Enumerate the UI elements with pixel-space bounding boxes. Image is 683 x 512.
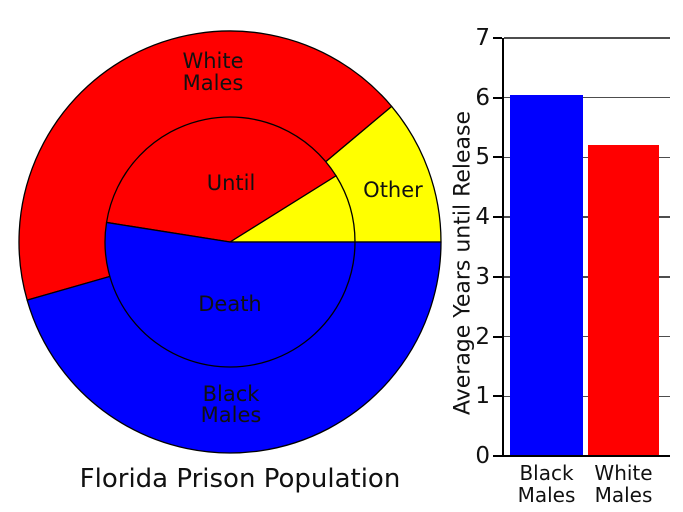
pie-label-death: Death (198, 292, 262, 316)
pie-label-white-males: Males (183, 71, 244, 95)
bar-white-males (588, 145, 659, 456)
y-tick-0 (493, 455, 502, 457)
pie-slice-inner-death (104, 221, 356, 368)
gridline-y4 (504, 216, 670, 218)
y-tick-label-0: 0 (475, 443, 490, 469)
pie-label-black-males: Black (203, 382, 261, 406)
y-tick-1 (493, 395, 502, 398)
pie-label-black-males: Males (201, 403, 262, 427)
y-tick-label-3: 3 (475, 263, 490, 290)
pie-label-other: Other (363, 178, 423, 202)
gridline-y2 (504, 335, 670, 338)
pie-slice-inner-until (105, 116, 337, 243)
x-tick-label-line: Males (517, 483, 576, 507)
y-axis-spine (502, 38, 504, 457)
x-tick-label-white-males: White Males (569, 462, 679, 506)
pie-chart-title: Florida Prison Population (79, 464, 401, 494)
pie-label-until: Until (207, 171, 256, 195)
gridline-y3 (504, 276, 670, 278)
y-tick-label-7: 7 (475, 25, 490, 51)
y-tick-3 (493, 275, 502, 278)
y-tick-2 (493, 335, 502, 338)
y-tick-5 (493, 156, 502, 159)
y-axis-label: Average Years until Release (450, 110, 476, 416)
bar-black-males (510, 94, 583, 456)
y-tick-7 (493, 37, 502, 39)
y-tick-label-2: 2 (475, 323, 490, 350)
x-tick-label-line: White (594, 461, 653, 485)
gridline-y5 (504, 156, 670, 159)
y-tick-6 (493, 96, 502, 99)
x-axis-spine (502, 455, 670, 457)
y-tick-4 (493, 216, 502, 219)
gridline-y7 (504, 37, 670, 39)
y-tick-label-6: 6 (475, 84, 490, 111)
y-tick-label-5: 5 (475, 144, 490, 171)
gridline-y6 (504, 96, 670, 99)
y-tick-label-4: 4 (475, 204, 490, 231)
pie-label-white-males: White (182, 49, 243, 73)
y-tick-label-1: 1 (475, 383, 490, 410)
gridline-y1 (504, 395, 670, 398)
x-tick-label-line: Black (519, 461, 574, 485)
x-tick-label-line: Males (594, 483, 653, 507)
x-tick-label-black-males: Black Males (492, 462, 602, 506)
